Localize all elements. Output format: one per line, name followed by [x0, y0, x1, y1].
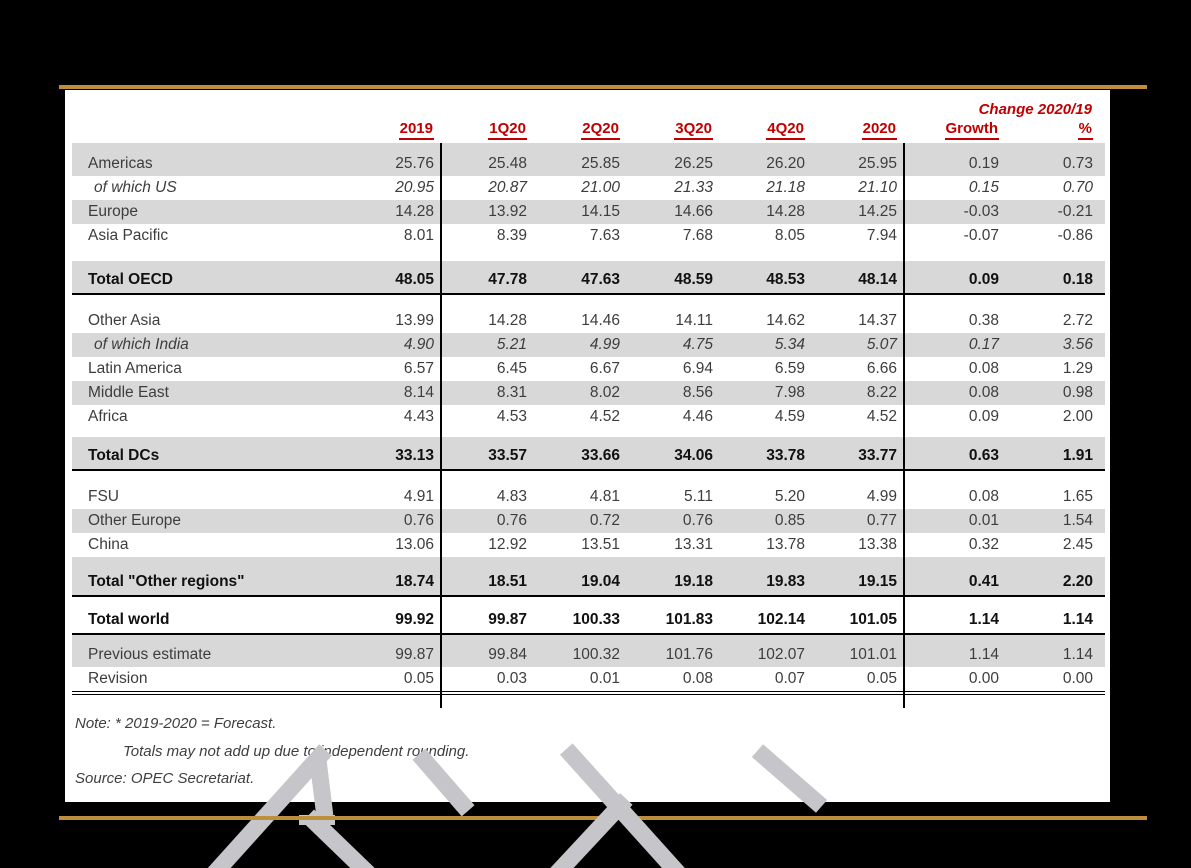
- table-row: Other Europe 0.76 0.76 0.72 0.76 0.85 0.…: [72, 509, 1105, 533]
- report-panel: Change 2020/19 2019 1Q20 2Q20 3Q20 4Q20 …: [65, 90, 1110, 802]
- column-header-2q20: 2Q20: [533, 120, 626, 140]
- spacer-row: [72, 557, 1105, 567]
- column-divider-after-2019: [440, 143, 442, 708]
- table-row: FSU 4.91 4.83 4.81 5.11 5.20 4.99 0.08 1…: [88, 488, 1093, 505]
- spacer-row: [72, 143, 1105, 152]
- table-row: Latin America 6.57 6.45 6.67 6.94 6.59 6…: [88, 360, 1093, 377]
- table-row: Americas 25.76 25.48 25.85 26.25 26.20 2…: [72, 152, 1105, 176]
- footnote-rounding: Totals may not add up due to independent…: [123, 743, 470, 760]
- column-header-growth: Growth: [903, 120, 1005, 140]
- table-row: Other Asia 13.99 14.28 14.46 14.11 14.62…: [88, 312, 1093, 329]
- column-header-4q20: 4Q20: [719, 120, 811, 140]
- demand-table: Americas 25.76 25.48 25.85 26.25 26.20 2…: [72, 143, 1105, 695]
- watermark-stroke: [299, 815, 335, 825]
- table-row-revision: Revision 0.05 0.03 0.01 0.08 0.07 0.05 0…: [72, 667, 1105, 695]
- spacer-row: [72, 471, 1105, 485]
- table-row: China 13.06 12.92 13.51 13.31 13.78 13.3…: [88, 536, 1093, 553]
- table-row-total-oecd: Total OECD 48.05 47.78 47.63 48.59 48.53…: [72, 261, 1105, 295]
- top-rule: [59, 85, 1147, 89]
- column-divider-after-2020: [903, 143, 905, 708]
- change-header: Change 2020/19: [978, 101, 1092, 118]
- column-header-2019: 2019: [347, 120, 440, 140]
- table-row: Europe 14.28 13.92 14.15 14.66 14.28 14.…: [72, 200, 1105, 224]
- footnote-forecast: Note: * 2019-2020 = Forecast.: [75, 715, 277, 732]
- table-row: Middle East 8.14 8.31 8.02 8.56 7.98 8.2…: [72, 381, 1105, 405]
- footnote-source: Source: OPEC Secretariat.: [75, 770, 255, 787]
- table-row: Asia Pacific 8.01 8.39 7.63 7.68 8.05 7.…: [88, 227, 1093, 244]
- column-header-percent: %: [1005, 120, 1105, 140]
- table-row: Africa 4.43 4.53 4.52 4.46 4.59 4.52 0.0…: [88, 408, 1093, 425]
- spacer-row: [72, 635, 1105, 643]
- spacer-row: [72, 597, 1105, 605]
- table-row-total-other-regions: Total "Other regions" 18.74 18.51 19.04 …: [72, 567, 1105, 597]
- table-row-total-dcs: Total DCs 33.13 33.57 33.66 34.06 33.78 …: [72, 437, 1105, 471]
- spacer-row: [72, 295, 1105, 309]
- column-header-3q20: 3Q20: [626, 120, 719, 140]
- spacer-row: [72, 429, 1105, 437]
- table-row-total-world: Total world 99.92 99.87 100.33 101.83 10…: [72, 605, 1105, 635]
- spacer-row: [72, 248, 1105, 261]
- column-header-2020: 2020: [811, 120, 903, 140]
- column-header-spacer: [72, 120, 347, 140]
- column-header-1q20: 1Q20: [440, 120, 533, 140]
- table-row-previous-estimate: Previous estimate 99.87 99.84 100.32 101…: [72, 643, 1105, 667]
- column-header-row: 2019 1Q20 2Q20 3Q20 4Q20 2020 Growth %: [72, 120, 1105, 140]
- table-row: of which US 20.95 20.87 21.00 21.33 21.1…: [94, 179, 1093, 196]
- table-row: of which India 4.90 5.21 4.99 4.75 5.34 …: [72, 333, 1105, 357]
